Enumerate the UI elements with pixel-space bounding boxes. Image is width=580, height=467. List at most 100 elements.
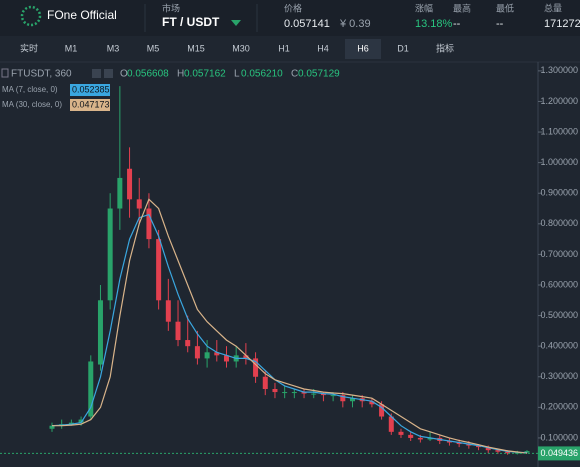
candle-body — [68, 422, 74, 425]
candle-body — [272, 388, 278, 393]
candle-body — [136, 199, 142, 209]
candle-body — [417, 437, 423, 440]
stat-label: 最低 — [496, 2, 514, 13]
candle-body — [505, 451, 511, 454]
stat-value: -- — [496, 18, 504, 30]
candle-body — [194, 346, 200, 359]
candle-body — [223, 355, 229, 362]
ohlc-value: 0.057162 — [184, 69, 226, 80]
candle-body — [146, 208, 152, 240]
stat-value: -- — [453, 18, 461, 30]
y-tick-label: 0.400000 — [540, 341, 578, 351]
candle-body — [446, 440, 452, 443]
candle-body — [88, 361, 94, 417]
tab-bar — [0, 36, 580, 62]
tab[interactable]: H6 — [357, 43, 369, 53]
y-tick-label: 0.100000 — [540, 432, 578, 442]
y-tick-label: 1.300000 — [540, 65, 578, 75]
candle-body — [320, 393, 326, 396]
candle-body — [185, 340, 191, 347]
y-tick-label: 1.200000 — [540, 96, 578, 106]
ohlc-key: O — [120, 69, 128, 80]
candle-body — [485, 447, 491, 451]
candle-body — [156, 239, 162, 301]
candle-body — [466, 444, 472, 446]
candle-body — [456, 442, 462, 445]
stat-sub: ¥ 0.39 — [339, 18, 371, 30]
candle-body — [78, 419, 84, 423]
y-tick-label: 0.200000 — [540, 402, 578, 412]
candle-body — [398, 431, 404, 435]
ohlc-value: 0.056210 — [241, 69, 283, 80]
candle-body — [107, 208, 113, 301]
ma-line — [52, 198, 528, 454]
stat-label: 总量 — [544, 2, 562, 13]
tab-selected-bg — [345, 39, 381, 59]
stat-label: 涨幅 — [415, 2, 433, 13]
candle-body — [476, 445, 482, 448]
ohlc-key: H — [177, 69, 184, 80]
tab[interactable]: D1 — [397, 43, 409, 53]
stat-value: 0.057141 — [284, 18, 330, 30]
candle-body — [340, 395, 346, 402]
candle-body — [388, 416, 394, 432]
candle-body — [301, 392, 307, 394]
candle-body — [427, 437, 433, 440]
candle-body — [291, 392, 297, 394]
market-label: 市场 — [162, 2, 180, 13]
candle-body — [127, 168, 133, 200]
legend-button — [92, 69, 101, 78]
tab[interactable]: M15 — [187, 43, 205, 53]
legend-button — [104, 69, 113, 78]
logo: FOne Official — [47, 8, 117, 22]
candle-body — [262, 376, 268, 389]
ohlc-value: 0.056608 — [127, 69, 169, 80]
ohlc-value: 0.057129 — [298, 69, 340, 80]
y-tick-label: 0.700000 — [540, 249, 578, 259]
candle-body — [204, 352, 210, 359]
y-tick-label: 1.100000 — [540, 126, 578, 136]
legend-value: 0.052385 — [72, 84, 110, 94]
candle-body — [379, 404, 385, 417]
tab[interactable]: M5 — [147, 43, 160, 53]
logo-icon — [20, 5, 42, 27]
tab[interactable]: M30 — [232, 43, 250, 53]
y-tick-label: 0.600000 — [540, 279, 578, 289]
candle-body — [282, 392, 288, 394]
tab[interactable]: 指标 — [436, 42, 454, 53]
tab[interactable]: H4 — [317, 43, 329, 53]
tab[interactable]: M1 — [65, 43, 78, 53]
candle-body — [165, 300, 171, 322]
stat-label: 最高 — [453, 2, 471, 13]
legend-value: 0.047173 — [72, 99, 110, 109]
ma-line — [51, 213, 528, 454]
candle-body — [369, 401, 375, 405]
y-tick-label: 0.800000 — [540, 218, 578, 228]
ohlc-key: L — [234, 69, 240, 80]
candle-body — [311, 393, 317, 395]
candle-body — [97, 300, 103, 365]
pair[interactable]: FT / USDT — [162, 15, 220, 29]
candle-body — [214, 352, 220, 356]
dropdown-icon[interactable] — [231, 20, 241, 26]
candle-body — [117, 177, 123, 209]
candle-body — [524, 451, 530, 453]
candle-body — [253, 358, 259, 377]
candle-body — [408, 434, 414, 438]
candle-body — [243, 355, 249, 359]
tab[interactable]: M3 — [107, 43, 120, 53]
tab[interactable]: 实时 — [20, 42, 38, 53]
candle-body — [330, 395, 336, 397]
legend-entry: MA (7, close, 0) — [2, 85, 58, 94]
stat-value: 171272 — [544, 18, 580, 30]
legend-value-bg — [70, 84, 110, 96]
tab[interactable]: H1 — [278, 43, 290, 53]
stat-label: 价格 — [284, 2, 302, 13]
candle-body — [49, 425, 55, 429]
candle-body — [350, 398, 356, 402]
ohlc-key: C — [291, 69, 298, 80]
y-tick-label: 0.300000 — [540, 371, 578, 381]
last-price-label: 0.049436 — [540, 448, 578, 458]
